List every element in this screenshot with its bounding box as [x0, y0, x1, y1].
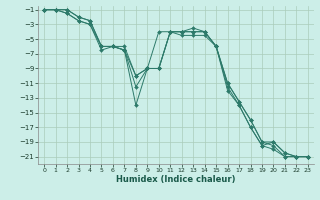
- X-axis label: Humidex (Indice chaleur): Humidex (Indice chaleur): [116, 175, 236, 184]
